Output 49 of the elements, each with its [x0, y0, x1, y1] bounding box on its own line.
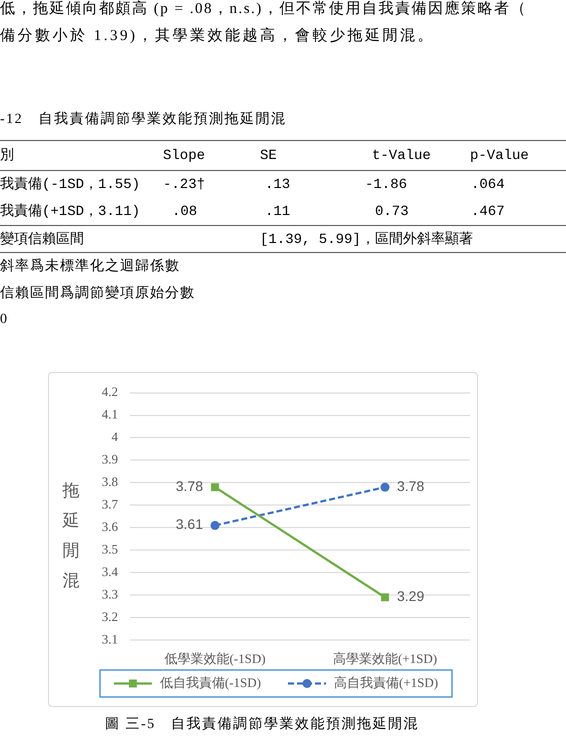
y-tick-label: 4 — [112, 429, 118, 444]
point — [380, 482, 390, 492]
data-label: 3.61 — [176, 516, 204, 532]
y-tick-label: 3.2 — [102, 608, 118, 624]
text: 別 — [0, 148, 14, 165]
text: 0.73 — [375, 204, 409, 221]
y-tick-label: 3.8 — [102, 474, 118, 490]
text: 信賴區間爲調節變項原始分數 — [0, 286, 195, 303]
y-tick-label: 3.3 — [102, 586, 118, 602]
text: 備分數小於 1.39)，其學業效能越高，會較少拖延閒混。 — [0, 27, 435, 45]
text: 我責備(+1SD，3.11) — [0, 204, 140, 221]
text: t-Value — [372, 148, 431, 165]
text: .08 — [172, 204, 198, 221]
point — [210, 520, 220, 530]
text: 變項信賴區間 — [0, 232, 84, 249]
y-axis-title: 拖延閒混 — [62, 480, 80, 592]
text: 0 — [0, 312, 8, 329]
text: p-Value — [470, 148, 529, 165]
text: 我責備(-1SD，1.55) — [0, 177, 140, 194]
y-tick-label: 3.5 — [102, 542, 118, 557]
text: SE — [260, 148, 277, 165]
y-tick-label: 3.1 — [102, 631, 118, 646]
text: 低，拖延傾向都頗高 (p = .08，n.s.)，但不常使用自我責備因應策略者（ — [0, 0, 527, 18]
text: [1.39, 5.99]，區間外斜率顯著 — [260, 232, 473, 249]
y-tick-label: 3.9 — [102, 452, 118, 467]
text: -1.86 — [365, 177, 408, 194]
text: .064 — [471, 177, 505, 194]
legend-label: 高自我責備(+1SD) — [334, 674, 438, 690]
y-tick-label: 3.6 — [102, 519, 118, 534]
x-tick-label: 高學業效能(+1SD) — [332, 651, 438, 666]
data-label: 3.78 — [397, 478, 424, 494]
y-tick-label: 3.4 — [102, 564, 118, 580]
y-tick-label: 4.2 — [102, 384, 118, 400]
data-label: 3.29 — [397, 588, 424, 604]
text: .11 — [265, 204, 290, 221]
point — [211, 483, 219, 492]
legend-label: 低自我責備(-1SD) — [160, 674, 262, 690]
text: Slope — [163, 148, 206, 165]
text: .467 — [471, 204, 505, 221]
text: 圖 三-5 自我責備調節學業效能預測拖延閒混 — [105, 717, 420, 734]
x-tick-label: 低學業效能(-1SD) — [164, 651, 266, 666]
text: .13 — [265, 177, 290, 194]
point — [381, 593, 389, 602]
text: -.23† — [163, 177, 206, 194]
text: -12 自我責備調節學業效能預測拖延閒混 — [0, 112, 287, 129]
y-tick-label: 4.1 — [102, 406, 118, 422]
text: 斜率爲未標準化之迴歸係數 — [0, 259, 180, 276]
y-tick-label: 3.7 — [102, 496, 118, 512]
data-label: 3.78 — [176, 478, 204, 494]
